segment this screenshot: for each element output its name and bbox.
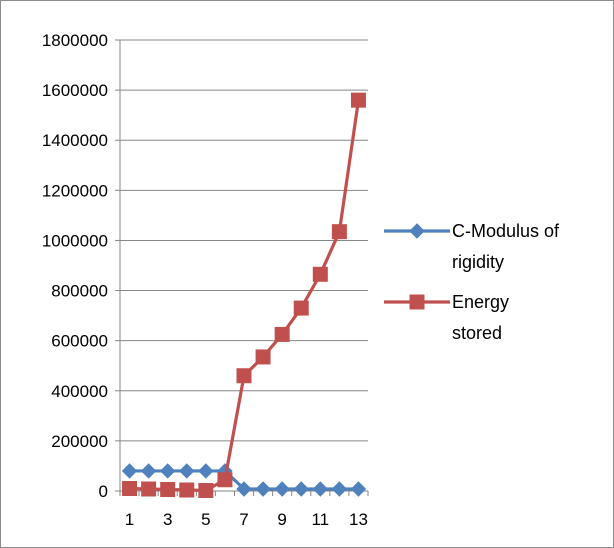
- data-point-series-2: [312, 266, 328, 282]
- data-point-series-2: [198, 482, 214, 498]
- data-point-series-2: [293, 300, 309, 316]
- legend-label-1: rigidity: [452, 252, 504, 272]
- gridlines: [120, 39, 368, 442]
- data-point-series-2: [179, 482, 195, 498]
- x-tick-label: 1: [125, 510, 134, 529]
- axes: [115, 39, 369, 496]
- data-point-series-1: [198, 463, 214, 479]
- data-point-series-1: [350, 481, 367, 497]
- data-point-series-1: [293, 481, 309, 497]
- x-tick-label: 5: [201, 510, 210, 529]
- data-point-series-1: [159, 463, 176, 479]
- y-tick-label: 800000: [51, 282, 108, 301]
- y-tick-label: 1600000: [42, 81, 108, 100]
- data-point-series-2: [274, 326, 290, 342]
- x-tick-label: 11: [311, 510, 329, 529]
- data-point-series-2: [350, 92, 366, 108]
- data-point-series-1: [331, 481, 348, 497]
- legend-marker-1: [409, 223, 425, 239]
- data-point-series-2: [122, 480, 138, 496]
- y-tick-label: 200000: [51, 432, 108, 451]
- data-point-series-1: [236, 481, 252, 497]
- legend-label-2: Energy: [452, 292, 509, 312]
- data-point-series-2: [160, 481, 176, 497]
- x-axis-tick-labels: 1 3 5 7 9 11 13: [125, 510, 368, 529]
- x-tick-label: 3: [163, 510, 172, 529]
- data-point-series-1: [179, 463, 195, 479]
- legend: C-Modulus of rigidity Energy stored: [384, 221, 560, 343]
- y-tick-label: 600000: [51, 332, 108, 351]
- series-layer: [121, 92, 367, 498]
- data-point-series-1: [312, 481, 329, 497]
- data-point-series-1: [255, 481, 271, 497]
- data-point-series-2: [141, 481, 157, 497]
- x-tick-label: 9: [277, 510, 286, 529]
- y-tick-label: 0: [99, 482, 108, 501]
- y-tick-label: 400000: [51, 382, 108, 401]
- data-point-series-2: [236, 368, 252, 384]
- x-tick-label: 13: [349, 510, 368, 529]
- y-tick-label: 1200000: [42, 181, 108, 200]
- y-tick-label: 1400000: [42, 131, 108, 150]
- legend-label-1: C-Modulus of: [452, 221, 560, 241]
- y-tick-label: 1000000: [42, 231, 108, 250]
- y-axis-tick-labels: 0 200000 400000 600000 800000 1000000 1200000 1…: [42, 31, 108, 501]
- data-point-series-2: [217, 472, 233, 488]
- legend-marker-2: [409, 294, 425, 310]
- data-point-series-1: [274, 481, 290, 497]
- data-point-series-2: [331, 224, 347, 240]
- data-point-series-1: [140, 463, 157, 479]
- data-point-series-1: [121, 463, 138, 479]
- y-tick-label: 1800000: [42, 31, 108, 50]
- x-tick-label: 7: [239, 510, 248, 529]
- series-line-2: [129, 99, 361, 493]
- legend-label-2: stored: [452, 323, 502, 343]
- data-point-series-2: [255, 349, 271, 365]
